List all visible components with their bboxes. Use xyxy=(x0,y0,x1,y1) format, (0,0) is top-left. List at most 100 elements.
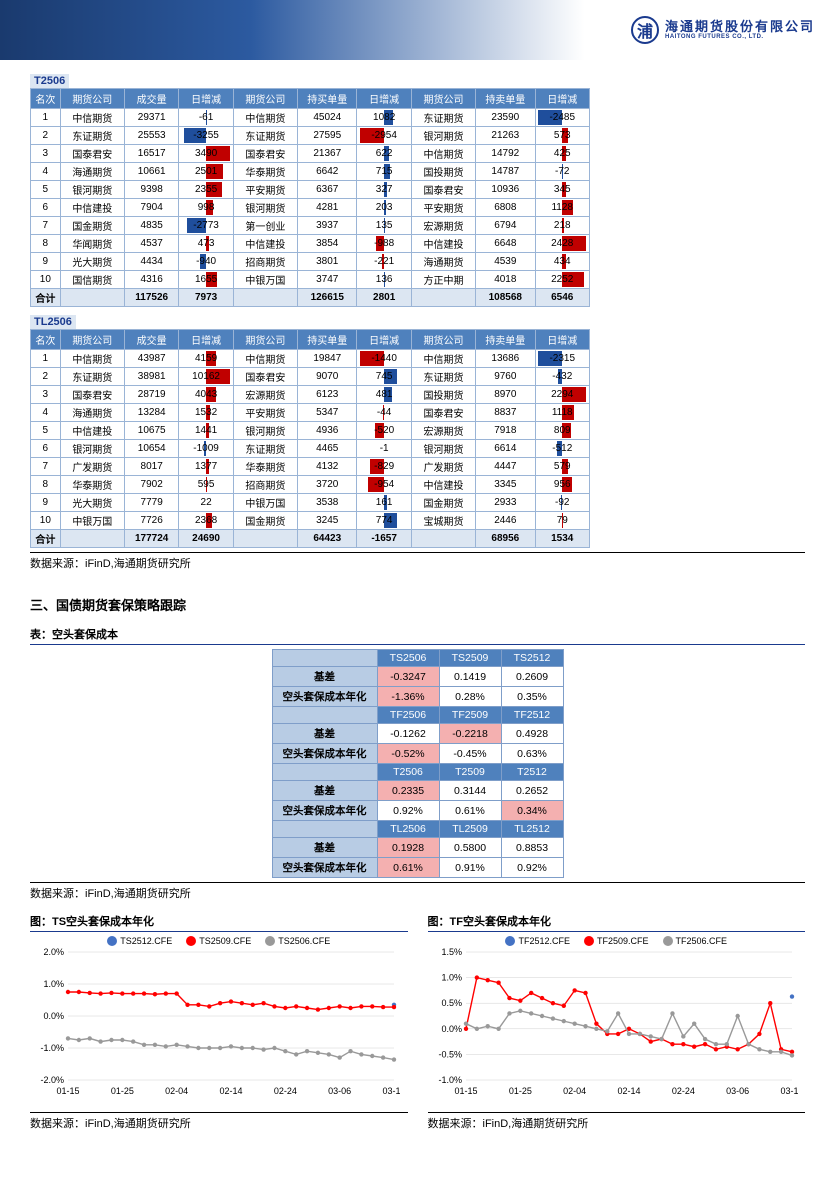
cell: 第一创业 xyxy=(233,217,297,235)
cell: 银河期货 xyxy=(60,440,124,458)
cell: 2 xyxy=(31,368,61,386)
cell: 10661 xyxy=(124,163,178,181)
cell: 招商期货 xyxy=(233,253,297,271)
change-cell: -92 xyxy=(535,494,590,512)
col-header: 成交量 xyxy=(124,330,178,350)
cell: 9070 xyxy=(298,368,357,386)
table-row: 7国金期货4835-2773第一创业3937135宏源期货6794218 xyxy=(31,217,590,235)
ann-value: 0.28% xyxy=(439,687,501,707)
table-row: 2东证期货3898110162国泰君安9070745东证期货9760-432 xyxy=(31,368,590,386)
change-cell: 715 xyxy=(357,163,411,181)
cell: 2 xyxy=(31,127,61,145)
page-header: 浦 海通期货股份有限公司 HAITONG FUTURES CO., LTD. xyxy=(0,0,835,60)
chart-source: 数据来源：iFinD,海通期货研究所 xyxy=(30,1112,408,1131)
svg-text:1.5%: 1.5% xyxy=(441,948,462,957)
basis-value: 0.2609 xyxy=(501,667,563,687)
change-cell: 774 xyxy=(357,512,411,530)
change-cell: 2428 xyxy=(535,235,590,253)
table-row: 9光大期货777922中银万国3538161国金期货2933-92 xyxy=(31,494,590,512)
cell: 5 xyxy=(31,181,61,199)
cell: 中银万国 xyxy=(233,494,297,512)
col-header: 期货公司 xyxy=(60,89,124,109)
change-cell: 1118 xyxy=(535,404,590,422)
svg-text:02-24: 02-24 xyxy=(274,1086,297,1096)
cell: 4132 xyxy=(298,458,357,476)
contract-header: TS2512 xyxy=(501,650,563,667)
cell: 4835 xyxy=(124,217,178,235)
change-cell: 345 xyxy=(535,181,590,199)
row-label-ann: 空头套保成本年化 xyxy=(272,801,377,821)
change-cell: 135 xyxy=(357,217,411,235)
table-row: 6中信建投7904998银河期货4281203平安期货68081128 xyxy=(31,199,590,217)
basis-value: 0.4928 xyxy=(501,724,563,744)
ranking-table: 名次期货公司成交量日增减期货公司持买单量日增减期货公司持卖单量日增减1中信期货4… xyxy=(30,329,590,548)
col-header: 日增减 xyxy=(357,89,411,109)
col-header: 日增减 xyxy=(179,330,233,350)
cell: 宏源期货 xyxy=(411,422,475,440)
change-cell: 203 xyxy=(357,199,411,217)
cell: 1 xyxy=(31,350,61,368)
cell: 海通期货 xyxy=(60,404,124,422)
basis-value: -0.1262 xyxy=(377,724,439,744)
cell: 23590 xyxy=(476,109,535,127)
table-row: 3国泰君安287194043宏源期货6123481国投期货89702294 xyxy=(31,386,590,404)
cell: 平安期货 xyxy=(411,199,475,217)
svg-text:03-16: 03-16 xyxy=(780,1086,798,1096)
table-row: 2东证期货25553-3255东证期货27595-2954银河期货2126357… xyxy=(31,127,590,145)
line-chart: -2.0%-1.0%0.0%1.0%2.0%01-1501-2502-0402-… xyxy=(30,948,400,1098)
cell: 6 xyxy=(31,199,61,217)
basis-value: -0.2218 xyxy=(439,724,501,744)
cell: 3854 xyxy=(298,235,357,253)
logo-mark-icon: 浦 xyxy=(631,16,659,44)
svg-text:01-15: 01-15 xyxy=(454,1086,477,1096)
svg-text:01-25: 01-25 xyxy=(508,1086,531,1096)
change-cell: 2368 xyxy=(179,512,233,530)
change-cell: 434 xyxy=(535,253,590,271)
basis-value: 0.5800 xyxy=(439,838,501,858)
table-row: 6银河期货10654-1009东证期货4465-1银河期货6614-512 xyxy=(31,440,590,458)
change-cell: -3255 xyxy=(179,127,233,145)
contract-header: TL2506 xyxy=(377,821,439,838)
cell: 华闻期货 xyxy=(60,235,124,253)
change-cell: -44 xyxy=(357,404,411,422)
change-cell: 2294 xyxy=(535,386,590,404)
cell: 中银万国 xyxy=(233,271,297,289)
table-row: 1中信期货29371-61中信期货450241082东证期货23590-2485 xyxy=(31,109,590,127)
cell: 3937 xyxy=(298,217,357,235)
cell: 7904 xyxy=(124,199,178,217)
change-cell: 327 xyxy=(357,181,411,199)
cell: 19847 xyxy=(298,350,357,368)
total-row: 合计1777242469064423-1657689561534 xyxy=(31,530,590,548)
cell: 29371 xyxy=(124,109,178,127)
col-header: 持买单量 xyxy=(298,89,357,109)
hedge-table-heading: 表：空头套保成本 xyxy=(30,626,805,645)
cell: 中信建投 xyxy=(411,235,475,253)
cell: 10 xyxy=(31,512,61,530)
table-title: TL2506 xyxy=(30,315,76,329)
cell: 广发期货 xyxy=(60,458,124,476)
table-row: 5银河期货93982355平安期货6367327国泰君安10936345 xyxy=(31,181,590,199)
cell: 7726 xyxy=(124,512,178,530)
ann-value: 0.61% xyxy=(377,858,439,878)
chart-legend: TS2512.CFETS2509.CFETS2506.CFE xyxy=(30,936,408,946)
svg-text:01-25: 01-25 xyxy=(111,1086,134,1096)
cell: 2933 xyxy=(476,494,535,512)
cell: 国泰君安 xyxy=(411,404,475,422)
cell: 8 xyxy=(31,476,61,494)
ann-value: 0.35% xyxy=(501,687,563,707)
change-cell: 3490 xyxy=(179,145,233,163)
cell: 9760 xyxy=(476,368,535,386)
col-header: 名次 xyxy=(31,330,61,350)
cell: 7918 xyxy=(476,422,535,440)
change-cell: -2954 xyxy=(357,127,411,145)
cell: 中信期货 xyxy=(60,350,124,368)
cell: 东证期货 xyxy=(60,368,124,386)
cell: 6 xyxy=(31,440,61,458)
table-row: 10中银万国77262368国金期货3245774宝城期货244679 xyxy=(31,512,590,530)
cell: 银河期货 xyxy=(233,422,297,440)
cell: 8 xyxy=(31,235,61,253)
cell: 4539 xyxy=(476,253,535,271)
cell: 3801 xyxy=(298,253,357,271)
change-cell: 2501 xyxy=(179,163,233,181)
company-logo: 浦 海通期货股份有限公司 HAITONG FUTURES CO., LTD. xyxy=(631,16,815,44)
